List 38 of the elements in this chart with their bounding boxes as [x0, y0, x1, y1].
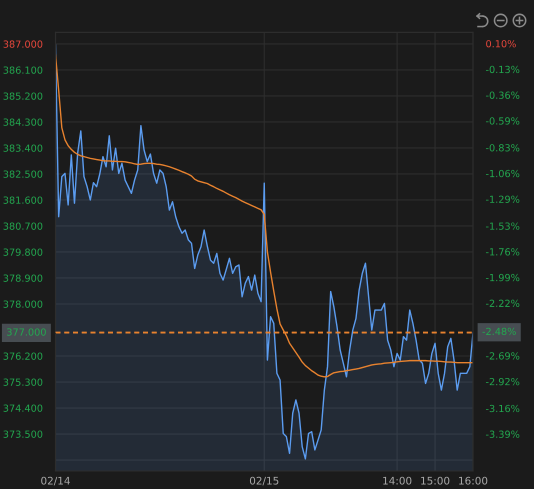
y2-tick-label: -1.29% — [486, 196, 520, 203]
x-tick-label: 16:00 — [459, 476, 488, 485]
y2-tick-label: -2.69% — [486, 352, 520, 360]
y-tick-label: 382.500 — [4, 170, 42, 178]
y2-tick-label: -0.36% — [486, 92, 520, 99]
y-tick-label: 378.000 — [4, 300, 42, 308]
y2-tick-label: -0.83% — [486, 144, 520, 152]
x-tick-label: 15:00 — [421, 476, 450, 485]
y-tick-label: 378.900 — [4, 274, 42, 282]
y2-tick-label: -1.76% — [486, 248, 520, 256]
ref-line-label: 377.000 — [7, 328, 46, 336]
y2-tick-label: -2.92% — [486, 378, 520, 386]
x-tick-label: 14:00 — [383, 476, 412, 485]
y2-tick-label: -0.59% — [486, 117, 520, 125]
y-tick-label: 381.600 — [4, 196, 42, 204]
y2-tick-label: -0.13% — [486, 66, 520, 74]
y2-tick-label: -2.22% — [486, 300, 520, 307]
line-series — [56, 54, 473, 378]
y-tick-label: 375.300 — [4, 378, 42, 386]
y-tick-label: 380.700 — [4, 222, 42, 230]
ref-line-label: -2.48% — [482, 328, 516, 336]
y-tick-label: 379.800 — [4, 248, 42, 256]
y-tick-label: 383.400 — [4, 144, 42, 152]
x-tick-label: 02/15 — [250, 476, 278, 486]
y2-tick-label: -1.53% — [486, 222, 520, 230]
y2-tick-label: -3.16% — [486, 404, 520, 412]
y2-tick-label: -1.99% — [486, 274, 520, 282]
y-tick-label: 385.200 — [4, 92, 42, 100]
y-tick-label: 387.000 — [4, 40, 42, 48]
y-tick-label: 384.300 — [4, 118, 42, 126]
y2-tick-label: 0.10% — [486, 40, 516, 48]
x-tick-label: 02/14 — [41, 476, 70, 486]
y2-tick-label: -1.06% — [486, 170, 520, 178]
y-tick-label: 374.400 — [4, 404, 42, 412]
y-tick-label: 376.200 — [4, 352, 42, 360]
y2-tick-label: -3.39% — [486, 430, 520, 438]
y-tick-label: 373.500 — [4, 430, 42, 438]
y-tick-label: 386.100 — [4, 66, 42, 74]
